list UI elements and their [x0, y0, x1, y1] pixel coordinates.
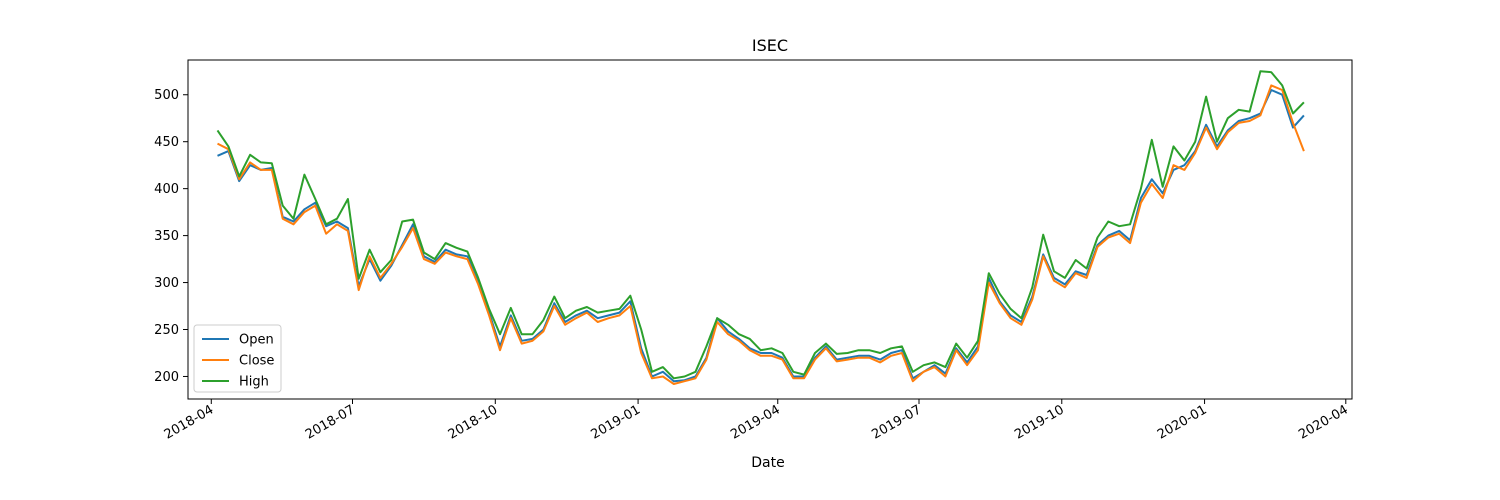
y-tick-label: 200 — [154, 370, 179, 385]
legend-label-open: Open — [239, 333, 274, 348]
legend-frame — [193, 324, 282, 393]
y-axis: 200 250 300 350 400 450 500 — [154, 88, 188, 385]
series-line-close — [217, 84, 1305, 385]
y-tick-label: 300 — [154, 276, 179, 291]
series-line-high — [216, 70, 1305, 380]
legend-label-close: Close — [239, 354, 274, 369]
y-tick-label: 250 — [154, 323, 179, 338]
series-layer — [216, 70, 1305, 385]
legend: Open Close High — [193, 324, 282, 393]
chart-title: ISEC — [752, 36, 788, 55]
y-tick-label: 500 — [154, 88, 179, 103]
legend-label-high: High — [239, 375, 269, 390]
y-tick-label: 400 — [154, 182, 179, 197]
y-tick-label: 450 — [154, 135, 179, 150]
y-tick-label: 350 — [154, 229, 179, 244]
plot-frame — [187, 59, 1353, 400]
x-axis-label: Date — [751, 455, 784, 471]
